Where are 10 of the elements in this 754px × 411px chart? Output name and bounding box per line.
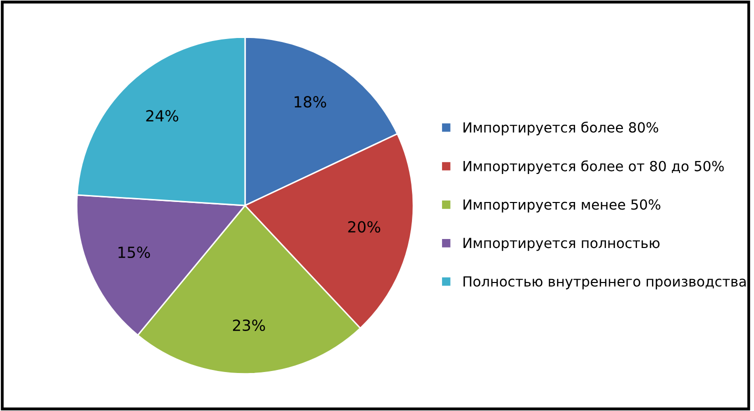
data-label: 24% <box>146 110 178 122</box>
legend-label: Импортируется менее 50% <box>464 199 660 212</box>
data-label: 15% <box>118 246 150 258</box>
data-label: 18% <box>294 96 326 108</box>
legend-label: Импортируется полностью <box>464 238 660 251</box>
data-label: 23% <box>232 320 265 332</box>
legend-label: Полностью внутреннего производства <box>464 276 746 290</box>
legend-label: Импортируется более от 80 до 50% <box>464 160 724 174</box>
data-label: 20% <box>348 221 380 233</box>
legend-label: Импортируется более 80% <box>464 122 658 136</box>
